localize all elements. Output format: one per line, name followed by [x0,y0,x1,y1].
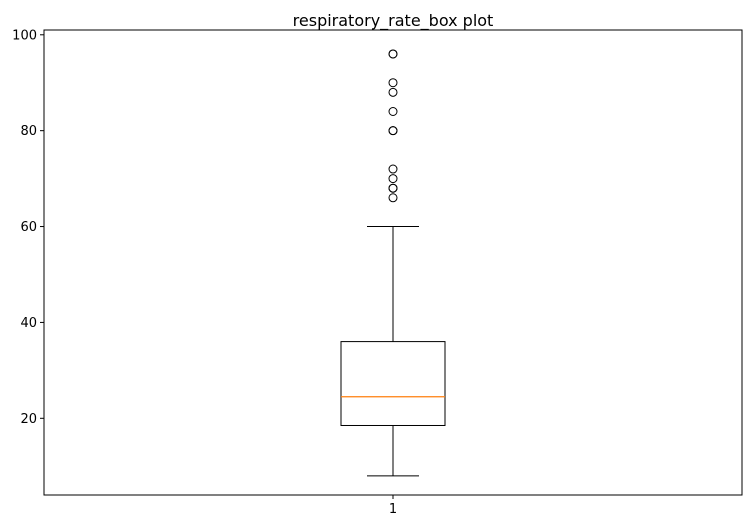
x-tick-label: 1 [389,502,397,517]
outlier-point [388,174,398,184]
outlier-point [388,106,398,116]
outlier-point [388,126,398,136]
y-axis: 20 40 60 80 100 [12,28,44,427]
outliers [388,49,398,203]
box-plot [340,226,446,477]
x-axis: 1 [389,495,397,517]
outlier-point [388,193,398,203]
outlier-point [388,49,398,59]
y-tick-label: 40 [20,316,37,331]
interquartile-box [340,341,446,426]
outlier-point [388,78,398,88]
outlier-point [388,183,398,193]
y-tick-label: 80 [20,124,37,139]
chart-title: respiratory_rate_box plot [293,11,494,31]
y-tick-label: 100 [12,28,37,43]
outlier-point [388,87,398,97]
outlier-point [388,164,398,174]
y-tick-label: 20 [20,412,37,427]
y-tick-label: 60 [20,220,37,235]
